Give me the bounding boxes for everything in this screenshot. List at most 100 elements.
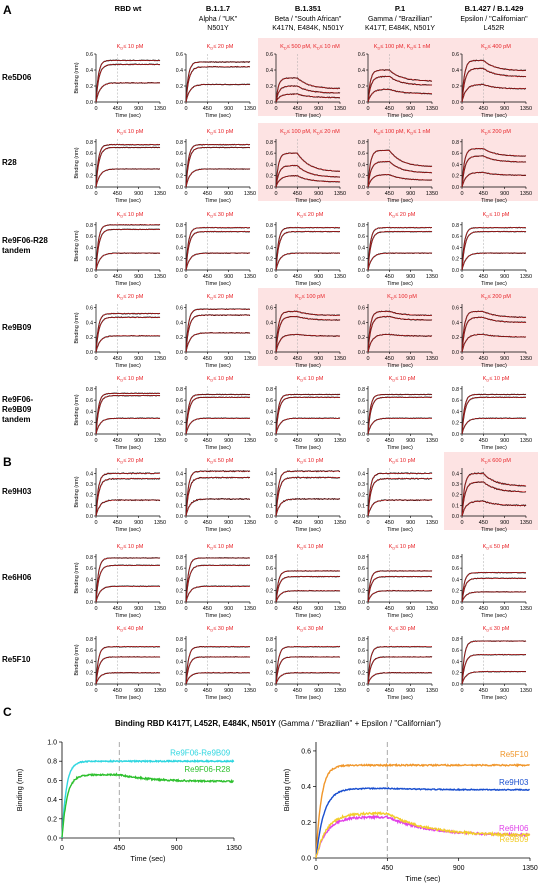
fit-curve <box>185 564 250 603</box>
y-tick-label: 0.8 <box>86 223 93 229</box>
x-tick-label: 900 <box>500 274 509 280</box>
series-line <box>315 786 530 858</box>
x-tick-label: 900 <box>500 106 509 112</box>
x-tick-label: 0 <box>94 274 97 280</box>
x-axis-label: Time (sec) <box>115 527 141 533</box>
y-tick-label: 0.6 <box>86 306 93 312</box>
kinetics-cell: KD≤ 10 pM 0 450 900 1350 Time (sec) 0.0 0.2 0.4 0… <box>452 212 532 287</box>
y-tick-label: 0.0 <box>452 600 459 606</box>
fit-curve <box>275 231 340 271</box>
y-tick-label: 0.0 <box>176 600 183 606</box>
kd-label: KD≤ 20 pM <box>117 294 144 301</box>
y-tick-label: 0.2 <box>358 589 365 595</box>
fit-curve <box>95 557 160 603</box>
y-tick-label: 0.0 <box>452 185 459 191</box>
column-strain: B.1.427 / B.1.429 <box>465 4 524 13</box>
x-tick-label: 0 <box>460 688 463 694</box>
x-tick-label: 450 <box>203 356 212 362</box>
binding-trace <box>95 417 161 434</box>
x-tick-label: 1350 <box>520 191 532 197</box>
fit-curve <box>275 227 340 271</box>
fit-curve <box>461 396 526 435</box>
x-tick-label: 900 <box>406 438 415 444</box>
x-tick-label: 450 <box>479 688 488 694</box>
binding-trace <box>185 417 251 434</box>
binding-trace <box>95 645 161 684</box>
x-axis-label: Time (sec) <box>481 281 507 287</box>
y-tick-label: 0.6 <box>176 52 183 58</box>
y-tick-label: 0.2 <box>358 335 365 341</box>
highlight-box <box>258 288 352 366</box>
x-tick-label: 900 <box>134 688 143 694</box>
x-tick-label: 450 <box>293 606 302 612</box>
x-tick-label: 450 <box>385 688 394 694</box>
binding-trace <box>185 497 251 516</box>
kd-label: KD≤ 10 pM <box>297 376 324 383</box>
y-tick-label: 0.0 <box>86 185 93 191</box>
fit-curve <box>367 227 432 271</box>
x-tick-label: 450 <box>203 606 212 612</box>
fit-curve <box>185 656 250 685</box>
x-tick-label: 1350 <box>154 520 166 526</box>
x-tick-label: 1350 <box>334 356 346 362</box>
x-tick-label: 1350 <box>520 606 532 612</box>
y-tick-label: 0.8 <box>358 637 365 643</box>
series-label: Re9B09 <box>499 835 528 844</box>
binding-trace <box>95 146 161 188</box>
y-tick-label: 0.0 <box>176 514 183 520</box>
x-tick-label: 450 <box>293 520 302 526</box>
kinetics-cell: KD≤ 10 pM 0 450 900 1350 Time (sec) 0.0 0.2 0.4 0… <box>176 544 256 619</box>
fit-curve <box>367 396 432 435</box>
binding-trace <box>95 228 161 270</box>
x-axis-label: Time (sec) <box>205 445 231 451</box>
fit-curve <box>275 93 340 103</box>
binding-trace <box>275 393 341 434</box>
kd-label: KD≤ 30 pM <box>297 626 324 633</box>
y-tick-label: 0.8 <box>176 637 183 643</box>
y-tick-label: 0.6 <box>176 234 183 240</box>
y-tick-label: 0.4 <box>47 797 57 804</box>
y-tick-label: 0.6 <box>358 566 365 572</box>
y-tick-label: 0.4 <box>358 577 365 583</box>
y-tick-label: 0.3 <box>86 482 93 488</box>
x-axis-label: Time (sec) <box>481 198 507 204</box>
kd-label: KD≤ 10 pM <box>207 376 234 383</box>
x-tick-label: 0 <box>366 191 369 197</box>
y-tick-label: 0.0 <box>176 100 183 106</box>
fit-curve <box>461 231 526 271</box>
x-tick-label: 0 <box>274 356 277 362</box>
y-axis-label: Binding (nm) <box>15 768 24 811</box>
x-tick-label: 900 <box>406 520 415 526</box>
fit-curve <box>461 500 526 517</box>
fit-curve <box>95 313 160 353</box>
fit-curve <box>275 394 340 435</box>
y-tick-label: 0.0 <box>176 268 183 274</box>
binding-trace <box>367 252 433 271</box>
fit-curve <box>185 498 250 517</box>
fit-curve <box>95 564 160 603</box>
y-tick-label: 0.2 <box>301 820 311 827</box>
fit-curve <box>367 76 432 103</box>
row-antibody-label: Re5F10 <box>2 655 31 664</box>
kinetics-cell: KD≤ 20 pM 0 450 900 1350 Time (sec) 0.0 0.2 0.4 0… <box>176 44 256 119</box>
fit-curve <box>275 477 340 517</box>
x-tick-label: 1350 <box>426 606 438 612</box>
y-tick-label: 0.8 <box>358 223 365 229</box>
x-tick-label: 900 <box>406 606 415 612</box>
y-tick-label: 0.4 <box>176 577 183 583</box>
kinetics-cell: KD≤ 20 pM 0 450 900 1350 Time (sec) 0.0 0.2 0.4 0… <box>266 212 346 287</box>
x-tick-label: 450 <box>203 688 212 694</box>
fit-curve <box>185 396 250 435</box>
y-tick-label: 0.2 <box>86 174 93 180</box>
panel-label-c: C <box>3 705 12 719</box>
fit-curve <box>367 499 432 517</box>
x-axis-label: Time (sec) <box>387 281 413 287</box>
x-tick-label: 900 <box>134 106 143 112</box>
x-tick-label: 1350 <box>426 274 438 280</box>
y-tick-label: 0.2 <box>358 84 365 90</box>
kinetics-cell: KD≤ 100 pM 0 450 900 1350 Time (sec) 0.0 0.2 0.4… <box>350 288 444 369</box>
kinetics-cell: KD≤ 20 pM 0 450 900 1350 Time (sec) 0.0 0.1 0.2 0… <box>86 458 166 533</box>
x-tick-label: 1350 <box>334 606 346 612</box>
x-axis-label: Time (sec) <box>115 445 141 451</box>
fit-curve <box>95 252 160 271</box>
